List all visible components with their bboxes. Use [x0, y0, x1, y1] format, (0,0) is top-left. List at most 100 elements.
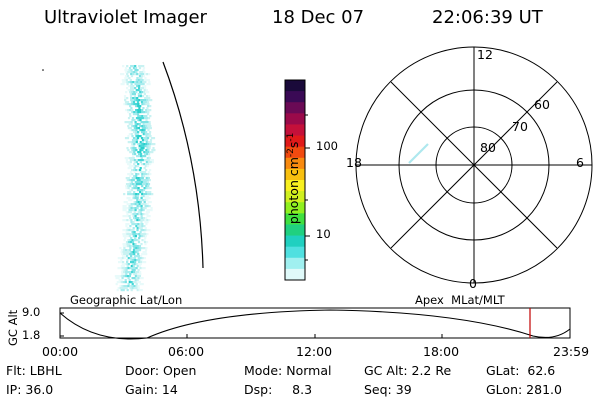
aurora-pixel — [139, 119, 142, 122]
aurora-pixel — [127, 103, 130, 106]
aurora-pixel — [131, 111, 134, 114]
aurora-pixel — [129, 183, 133, 186]
aurora-pixel — [136, 113, 140, 116]
aurora-pixel — [129, 271, 132, 274]
aurora-pixel — [147, 193, 150, 196]
aurora-pixel — [124, 237, 127, 240]
aurora-pixel — [147, 143, 150, 146]
aurora-pixel — [124, 251, 127, 254]
aurora-pixel — [150, 209, 153, 212]
mlat-label-80: 80 — [480, 140, 496, 155]
aurora-pixel — [126, 245, 129, 248]
aurora-pixel — [120, 251, 123, 254]
aurora-pixel — [145, 217, 148, 220]
aurora-pixel — [137, 183, 141, 186]
aurora-pixel — [142, 213, 145, 216]
aurora-pixel — [142, 209, 145, 212]
aurora-pixel — [146, 205, 149, 208]
aurora-pixel — [134, 67, 138, 70]
aurora-pixel — [144, 219, 147, 222]
aurora-pixel — [140, 227, 143, 230]
info-ip: IP: 36.0 — [6, 382, 54, 397]
aurora-pixel — [148, 219, 151, 222]
aurora-pixel — [130, 133, 133, 136]
aurora-pixel — [144, 73, 147, 76]
aurora-pixel — [128, 123, 131, 126]
aurora-pixel — [133, 159, 136, 162]
aurora-pixel — [144, 261, 147, 264]
aurora-pixel — [136, 195, 139, 198]
aurora-pixel — [137, 135, 140, 138]
aurora-pixel — [122, 275, 125, 278]
aurora-pixel — [128, 181, 131, 184]
aurora-pixel — [138, 145, 141, 148]
aurora-pixel — [131, 151, 134, 154]
aurora-pixel — [137, 159, 140, 162]
aurora-pixel — [149, 115, 152, 118]
aurora-pixel — [149, 161, 152, 164]
aurora-pixel — [144, 179, 147, 182]
aurora-pixel — [139, 263, 142, 266]
aurora-pixel — [126, 121, 129, 124]
aurora-pixel — [139, 177, 142, 180]
aurora-pixel — [152, 147, 155, 150]
aurora-pixel — [128, 203, 131, 206]
aurora-pixel — [137, 241, 141, 244]
aurora-pixel — [132, 249, 136, 252]
aurora-pixel — [127, 193, 130, 196]
aurora-pixel — [132, 97, 135, 100]
aurora-pixel — [124, 209, 127, 212]
aurora-pixel — [116, 281, 119, 284]
aurora-pixel — [144, 213, 147, 216]
aurora-pixel — [139, 161, 142, 164]
aurora-pixel — [131, 109, 134, 112]
aurora-pixel — [139, 217, 142, 220]
aurora-pixel — [134, 81, 137, 84]
aurora-pixel — [137, 127, 140, 130]
aurora-pixel — [126, 83, 129, 86]
aurora-pixel — [134, 121, 137, 124]
aurora-pixel — [140, 145, 143, 148]
aurora-pixel — [146, 199, 149, 202]
aurora-pixel — [141, 217, 144, 220]
aurora-pixel — [141, 125, 144, 128]
aurora-pixel — [125, 267, 128, 270]
aurora-pixel — [143, 167, 146, 170]
aurora-pixel — [140, 221, 143, 224]
aurora-pixel — [130, 123, 133, 126]
aurora-pixel — [124, 245, 127, 248]
aurora-pixel — [123, 257, 126, 260]
aurora-pixel — [133, 151, 136, 154]
aurora-pixel — [125, 187, 128, 190]
aurora-pixel — [121, 263, 124, 266]
aurora-band — [114, 65, 156, 292]
aurora-pixel — [132, 213, 135, 216]
aurora-pixel — [132, 157, 135, 160]
aurora-pixel — [149, 159, 152, 162]
aurora-pixel — [146, 153, 149, 156]
aurora-pixel — [134, 243, 137, 246]
aurora-pixel — [141, 141, 144, 144]
aurora-pixel — [119, 247, 122, 250]
aurora-pixel — [141, 225, 144, 228]
aurora-pixel — [136, 229, 139, 232]
mlt-label-6: 6 — [576, 155, 584, 170]
aurora-pixel — [144, 145, 147, 148]
aurora-pixel — [120, 281, 123, 284]
aurora-pixel — [148, 155, 151, 158]
aurora-pixel — [138, 153, 141, 156]
aurora-pixel — [145, 187, 148, 190]
aurora-pixel — [137, 111, 140, 114]
time-label: 22:06:39 UT — [432, 7, 543, 28]
aurora-pixel — [137, 93, 140, 96]
aurora-pixel — [130, 147, 133, 150]
colorbar-cell — [285, 80, 305, 92]
timeline-ytick-bottom: 1.8 — [22, 328, 41, 342]
aurora-pixel — [137, 277, 140, 280]
aurora-pixel — [145, 211, 148, 214]
aurora-pixel — [132, 87, 135, 90]
aurora-pixel — [132, 137, 136, 140]
aurora-pixel — [140, 101, 144, 104]
aurora-pixel — [149, 135, 152, 138]
